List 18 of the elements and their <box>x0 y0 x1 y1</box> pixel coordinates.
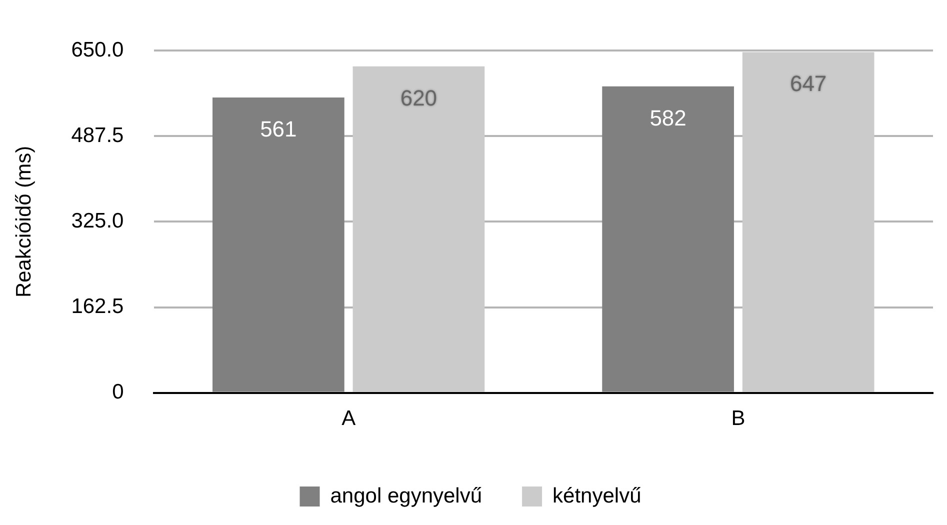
bar <box>212 97 344 392</box>
y-tick-label: 325.0 <box>71 209 124 232</box>
y-tick-label: 650.0 <box>71 38 124 62</box>
data-label: 561 <box>260 116 297 142</box>
y-tick-label: 0 <box>112 380 124 404</box>
data-label: 647 <box>790 71 827 96</box>
y-axis-title: Reakcióidő (ms) <box>12 146 36 298</box>
legend-label: angol egynyelvű <box>330 484 482 508</box>
y-tick-label: 162.5 <box>71 295 124 318</box>
legend-label: kétnyelvű <box>552 484 642 508</box>
bar <box>352 66 485 392</box>
bar <box>602 86 734 392</box>
x-tick-label: B <box>731 407 746 430</box>
bar <box>742 52 874 392</box>
x-tick-label: A <box>342 407 356 430</box>
y-tick-label: 487.5 <box>71 124 124 147</box>
data-label: 582 <box>650 105 686 130</box>
data-label: 620 <box>400 85 438 110</box>
